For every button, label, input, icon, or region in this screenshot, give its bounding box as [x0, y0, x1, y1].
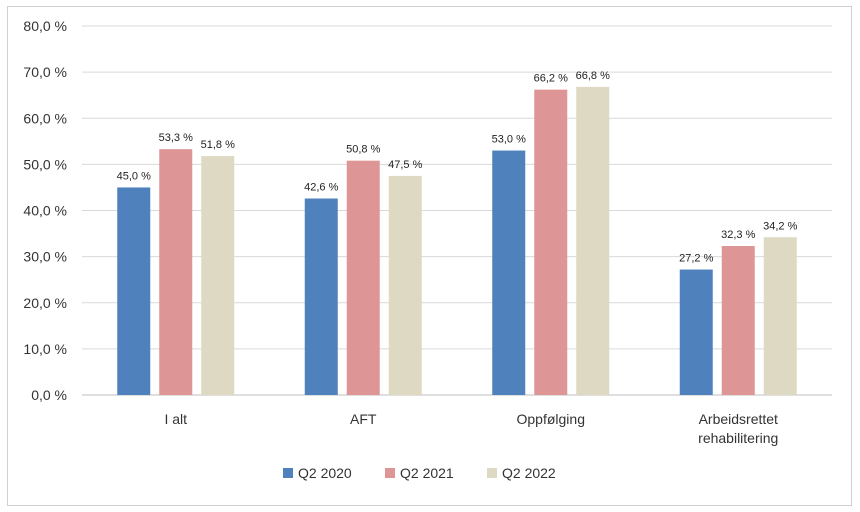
legend-swatch [283, 468, 293, 478]
y-tick-label: 60,0 % [23, 110, 67, 126]
data-label: 42,6 % [304, 182, 338, 194]
bar [346, 160, 380, 395]
legend-swatch [385, 468, 395, 478]
category-label: I alt [164, 411, 187, 427]
bar [679, 269, 713, 395]
data-label: 66,8 % [576, 70, 610, 82]
bar [117, 187, 151, 395]
bar [763, 237, 797, 395]
y-tick-label: 70,0 % [23, 64, 67, 80]
bar [534, 89, 568, 395]
bar [201, 156, 235, 395]
legend-label: Q2 2020 [298, 465, 352, 481]
bar [159, 149, 193, 395]
data-label: 66,2 % [534, 73, 568, 85]
y-tick-label: 80,0 % [23, 18, 67, 34]
legend-label: Q2 2022 [502, 465, 556, 481]
data-label: 53,3 % [159, 132, 193, 144]
data-label: 27,2 % [679, 253, 713, 265]
bar [388, 175, 422, 395]
y-tick-label: 0,0 % [31, 387, 67, 403]
bar [492, 150, 526, 395]
category-label: AFT [350, 411, 377, 427]
data-label: 50,8 % [346, 144, 380, 156]
y-tick-label: 30,0 % [23, 249, 67, 265]
legend-label: Q2 2021 [400, 465, 454, 481]
category-label: Arbeidsrettet rehabilitering [698, 411, 778, 446]
category-label: Oppfølging [517, 411, 585, 427]
bar [721, 246, 755, 395]
data-label: 47,5 % [388, 159, 422, 171]
data-label: 53,0 % [492, 134, 526, 146]
bar [576, 86, 610, 395]
y-tick-label: 20,0 % [23, 295, 67, 311]
y-tick-label: 10,0 % [23, 341, 67, 357]
data-label: 51,8 % [201, 139, 235, 151]
data-label: 45,0 % [117, 170, 151, 182]
legend-swatch [487, 468, 497, 478]
bar [304, 198, 338, 395]
y-tick-label: 40,0 % [23, 203, 67, 219]
data-label: 34,2 % [763, 220, 797, 232]
data-label: 32,3 % [721, 229, 755, 241]
y-tick-label: 50,0 % [23, 156, 67, 172]
